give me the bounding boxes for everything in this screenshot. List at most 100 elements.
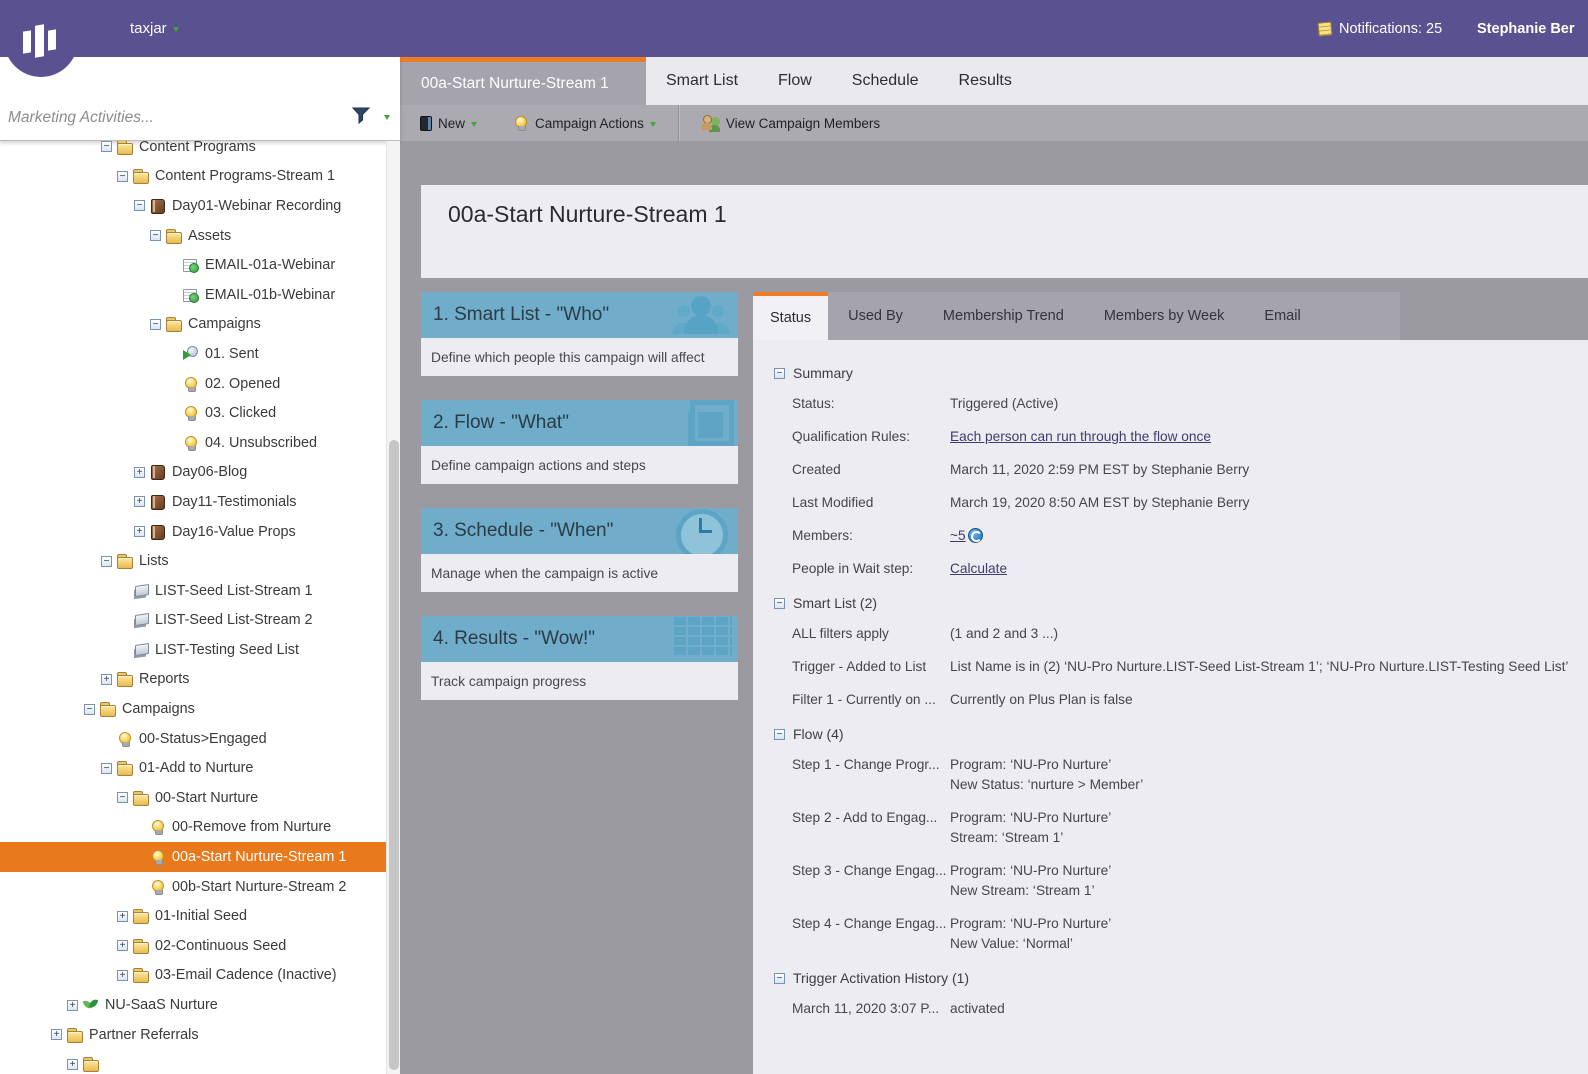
tree-expander-icon[interactable] <box>166 257 183 274</box>
tree-item[interactable]: LIST-Seed List-Stream 1 <box>0 576 386 606</box>
tree-item[interactable]: 04. Unsubscribed <box>0 428 386 458</box>
detail-value[interactable]: ~5 <box>950 528 966 543</box>
scrollbar-thumb[interactable] <box>389 440 399 1070</box>
tree-item[interactable]: Assets <box>0 221 386 251</box>
step-card-header[interactable]: 4. Results - "Wow!" <box>421 616 738 662</box>
new-button[interactable]: New <box>410 105 487 141</box>
tree-expander-icon[interactable] <box>166 286 183 303</box>
tree-item[interactable]: Campaigns <box>0 694 386 724</box>
tree-item[interactable]: 00-Remove from Nurture <box>0 813 386 843</box>
account-switcher[interactable]: taxjar <box>130 0 179 57</box>
collapse-icon[interactable] <box>774 597 785 609</box>
collapse-icon[interactable] <box>774 972 785 984</box>
tree-expander-icon[interactable] <box>133 197 150 214</box>
campaign-actions-button[interactable]: Campaign Actions <box>503 105 666 141</box>
tree-expander-icon[interactable] <box>116 937 133 954</box>
tree-item[interactable]: Partner Referrals <box>0 1020 386 1050</box>
tree-item[interactable]: Content Programs <box>0 141 386 162</box>
tree-item[interactable]: 01. Sent <box>0 339 386 369</box>
tree-expander-icon[interactable] <box>100 760 117 777</box>
tree-expander-icon[interactable] <box>133 819 150 836</box>
user-menu[interactable]: Stephanie Ber <box>1477 0 1575 57</box>
tree-item[interactable]: Day11-Testimonials <box>0 487 386 517</box>
tree-item[interactable]: 00a-Start Nurture-Stream 1 <box>0 842 386 872</box>
tree-expander-icon[interactable] <box>133 849 150 866</box>
tree-expander-icon[interactable] <box>133 878 150 895</box>
tree-expander-icon[interactable] <box>100 553 117 570</box>
tree-item[interactable]: NU-SaaS Nurture <box>0 990 386 1020</box>
tree-expander-icon[interactable] <box>116 641 133 658</box>
step-card-header[interactable]: 2. Flow - "What" <box>421 400 738 446</box>
tree-item[interactable]: Day01-Webinar Recording <box>0 191 386 221</box>
search-input[interactable]: Marketing Activities... <box>8 109 154 126</box>
tree-item[interactable]: Day16-Value Props <box>0 517 386 547</box>
tree-item[interactable]: LIST-Seed List-Stream 2 <box>0 606 386 636</box>
detail-value[interactable]: Each person can run through the flow onc… <box>950 429 1211 444</box>
section-header-flow[interactable]: Flow (4) <box>774 726 1588 742</box>
campaign-tab[interactable]: Smart List <box>666 72 739 89</box>
tree-expander-icon[interactable] <box>116 789 133 806</box>
tree-item[interactable]: EMAIL-01a-Webinar <box>0 250 386 280</box>
campaign-tab[interactable]: Schedule <box>851 72 919 89</box>
tree-item[interactable]: 03-Email Cadence (Inactive) <box>0 961 386 991</box>
detail-value[interactable]: Calculate <box>950 561 1008 576</box>
campaign-tab[interactable]: Results <box>958 72 1012 89</box>
step-card-header[interactable]: 1. Smart List - "Who" <box>421 292 738 338</box>
tree-expander-icon[interactable] <box>133 464 150 481</box>
view-campaign-members-button[interactable]: View Campaign Members <box>691 105 890 141</box>
tree-expander-icon[interactable] <box>83 701 100 718</box>
campaign-tab[interactable]: Flow <box>778 72 812 89</box>
tree-item[interactable]: LIST-Testing Seed List <box>0 635 386 665</box>
step-card[interactable]: 1. Smart List - "Who" Define which peopl… <box>421 292 738 376</box>
notifications-button[interactable]: Notifications: 25 <box>1317 0 1442 57</box>
step-card[interactable]: 2. Flow - "What" Define campaign actions… <box>421 400 738 484</box>
step-card[interactable]: 3. Schedule - "When" Manage when the cam… <box>421 508 738 592</box>
collapse-icon[interactable] <box>774 728 785 740</box>
tree-item[interactable]: 03. Clicked <box>0 398 386 428</box>
tab-campaign-active[interactable]: 00a-Start Nurture-Stream 1 <box>400 57 646 105</box>
tree-expander-icon[interactable] <box>166 375 183 392</box>
tree-item[interactable]: Content Programs-Stream 1 <box>0 162 386 192</box>
tree-expander-icon[interactable] <box>116 967 133 984</box>
tree-item[interactable]: 00-Status>Engaged <box>0 724 386 754</box>
tree-expander-icon[interactable] <box>166 405 183 422</box>
step-card-header[interactable]: 3. Schedule - "When" <box>421 508 738 554</box>
tree-item[interactable]: 00-Start Nurture <box>0 783 386 813</box>
status-panel-tab[interactable]: Email <box>1264 308 1301 324</box>
status-panel-tab[interactable]: Status <box>753 292 829 340</box>
tree-expander-icon[interactable] <box>116 908 133 925</box>
section-header-trigger-history[interactable]: Trigger Activation History (1) <box>774 970 1588 986</box>
tree-expander-icon[interactable] <box>100 730 117 747</box>
tree-expander-icon[interactable] <box>66 1056 83 1073</box>
tree-item[interactable]: Campaigns <box>0 310 386 340</box>
section-header-summary[interactable]: Summary <box>774 365 1588 381</box>
tree-expander-icon[interactable] <box>116 582 133 599</box>
tree-expander-icon[interactable] <box>66 997 83 1014</box>
refresh-icon[interactable] <box>967 528 983 543</box>
collapse-icon[interactable] <box>774 367 785 379</box>
tree-item[interactable]: 01-Add to Nurture <box>0 753 386 783</box>
tree-expander-icon[interactable] <box>133 493 150 510</box>
tree-item[interactable]: 02-Continuous Seed <box>0 931 386 961</box>
tree-item[interactable]: Day06-Blog <box>0 458 386 488</box>
tree-item[interactable]: 01-Initial Seed <box>0 901 386 931</box>
section-header-smart-list[interactable]: Smart List (2) <box>774 595 1588 611</box>
tree-item[interactable]: Lists <box>0 546 386 576</box>
tree-expander-icon[interactable] <box>166 345 183 362</box>
tree-expander-icon[interactable] <box>166 434 183 451</box>
tree-expander-icon[interactable] <box>116 168 133 185</box>
tree-expander-icon[interactable] <box>133 523 150 540</box>
tree-expander-icon[interactable] <box>116 612 133 629</box>
tree-expander-icon[interactable] <box>149 316 166 333</box>
tree-item[interactable]: 02. Opened <box>0 369 386 399</box>
status-panel-tab[interactable]: Membership Trend <box>942 308 1064 324</box>
filter-funnel-icon[interactable] <box>351 107 372 129</box>
step-card[interactable]: 4. Results - "Wow!" Track campaign progr… <box>421 616 738 700</box>
tree-item[interactable] <box>0 1049 386 1074</box>
tree-item[interactable]: EMAIL-01b-Webinar <box>0 280 386 310</box>
status-panel-tab[interactable]: Used By <box>848 308 903 324</box>
tree-expander-icon[interactable] <box>100 671 117 688</box>
tree-expander-icon[interactable] <box>149 227 166 244</box>
tree-expander-icon[interactable] <box>100 141 117 155</box>
status-panel-tab[interactable]: Members by Week <box>1103 308 1225 324</box>
